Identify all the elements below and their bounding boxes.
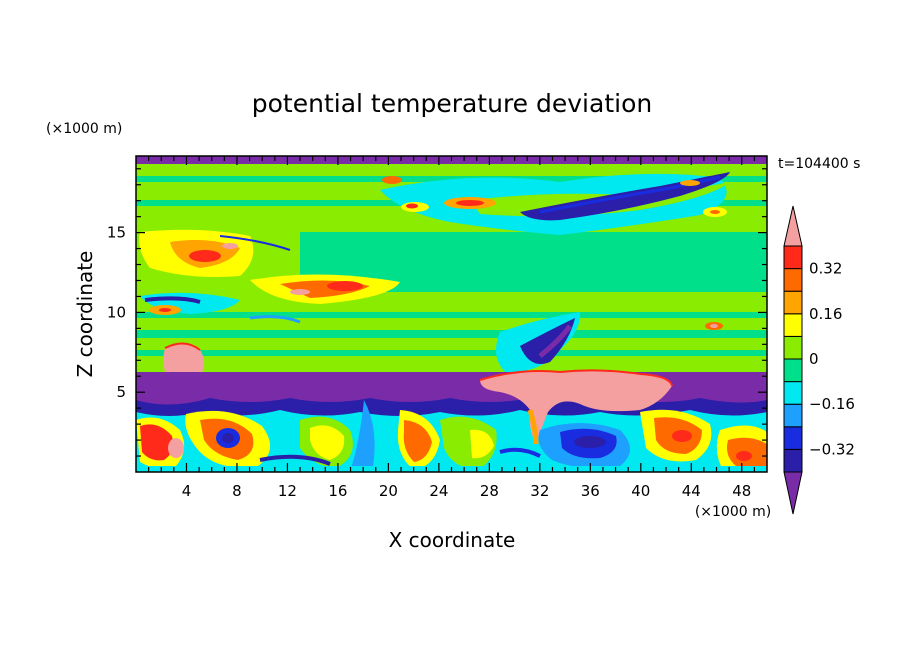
colorbar-segment — [783, 448, 803, 473]
y-unit-label: (×1000 m) — [46, 121, 122, 137]
colorbar-tick-label: −0.32 — [809, 440, 855, 458]
y-tick-label: 5 — [116, 383, 126, 401]
x-tick-label: 40 — [631, 482, 650, 500]
colorbar-tick-label: 0.32 — [809, 260, 842, 278]
x-tick-label: 8 — [232, 482, 242, 500]
y-axis-label: Z coordinate — [73, 251, 97, 378]
colorbar-tick-label: 0.16 — [809, 305, 842, 323]
colorbar-segment — [783, 335, 803, 360]
colorbar-segment — [783, 426, 803, 450]
x-axis-label: X coordinate — [389, 528, 516, 552]
colorbar: 0.32 0.16 0 −0.16 −0.32 — [783, 205, 855, 515]
colorbar-tick-label: −0.16 — [809, 395, 855, 413]
colorbar-bottom-extension — [783, 471, 803, 515]
colorbar-segment — [783, 313, 803, 337]
x-tick-label: 12 — [278, 482, 297, 500]
x-tick-label: 28 — [480, 482, 499, 500]
contour-field — [136, 156, 767, 472]
x-tick-label: 4 — [182, 482, 192, 500]
x-tick-label: 24 — [429, 482, 448, 500]
x-axis-ticks: 4 8 12 16 20 24 28 32 36 40 44 48 — [148, 156, 755, 500]
x-tick-label: 16 — [328, 482, 347, 500]
y-tick-label: 10 — [107, 303, 126, 321]
x-tick-label: 36 — [581, 482, 600, 500]
colorbar-segment — [783, 403, 803, 428]
colorbar-segment — [783, 268, 803, 292]
y-tick-label: 15 — [107, 224, 126, 242]
colorbar-segment — [783, 381, 803, 405]
chart-title: potential temperature deviation — [252, 89, 652, 118]
warm-plume-center — [479, 369, 673, 445]
x-tick-label: 48 — [732, 482, 751, 500]
x-tick-label: 44 — [682, 482, 701, 500]
x-tick-label: 32 — [530, 482, 549, 500]
colorbar-segment — [783, 358, 803, 383]
y-axis-ticks: 5 10 15 — [107, 168, 767, 457]
colorbar-segment — [783, 245, 803, 270]
colorbar-tick-label: 0 — [809, 350, 819, 368]
warm-patches-aloft — [382, 176, 727, 217]
cold-patch-mid — [496, 312, 581, 373]
colorbar-top-extension — [783, 205, 803, 247]
boundary-layer-eddies — [136, 400, 767, 472]
x-unit-label: (×1000 m) — [695, 504, 771, 520]
warm-patches-left — [139, 229, 723, 330]
colorbar-segment — [783, 290, 803, 315]
time-label: t=104400 s — [778, 156, 860, 172]
x-tick-label: 20 — [379, 482, 398, 500]
